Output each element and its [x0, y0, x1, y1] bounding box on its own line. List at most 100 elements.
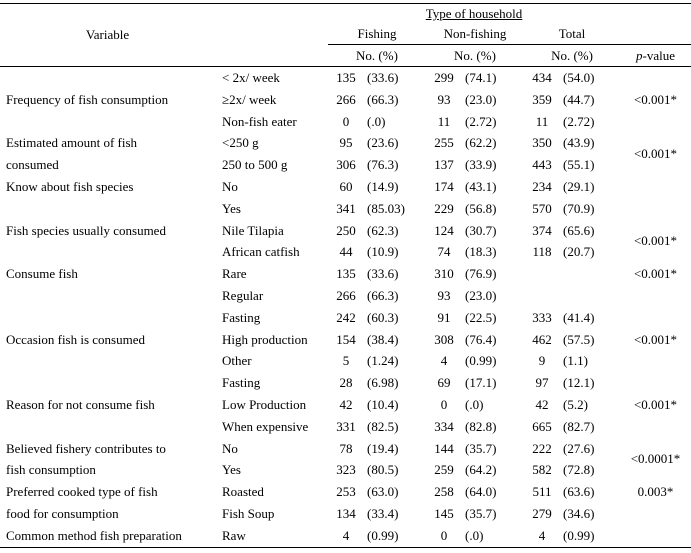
count-cell: 60 — [339, 178, 353, 194]
count-cell: 359 — [532, 91, 552, 107]
percent-cell: (43.1) — [465, 178, 497, 194]
percent-cell: (33.6) — [367, 266, 399, 282]
count-cell: 4 — [342, 527, 350, 543]
count-cell — [524, 263, 560, 285]
category-cell: Regular — [222, 287, 264, 303]
table-row: Believed fishery contributes to fish con… — [0, 438, 691, 478]
table-row: Fish species usually consumed Nile Tilapi… — [0, 220, 691, 249]
percent-cell: (38.4) — [367, 331, 399, 347]
p-value-cell: <0.0001* — [630, 451, 681, 467]
table-row: Know about fish species No 60 (14.9) 174 (43.… — [0, 176, 691, 198]
count-cell: 9 — [538, 353, 546, 369]
non-fishing-group-header: Non-fishing — [426, 23, 524, 45]
table-row: ≥2x/ week 266 (66.3) 93 (23.0) 359 (44.7) — [0, 89, 691, 111]
category-cell: No — [222, 440, 238, 456]
count-cell: 44 — [339, 244, 353, 260]
percent-cell: (76.9) — [465, 266, 497, 282]
table-body: Frequency of fish consumption < 2x/ week 1… — [0, 67, 691, 548]
percent-cell: (2.72) — [465, 113, 497, 129]
table-row: 250 to 500 g 306 (76.3) 137 (33.9) 443 (55.1) — [0, 154, 691, 176]
category-cell: < 2x/ week — [222, 70, 280, 85]
category-cell: Low Production — [222, 396, 307, 412]
count-cell: 134 — [336, 505, 356, 521]
count-cell: 222 — [532, 440, 552, 456]
category-cell: Other — [222, 353, 252, 369]
fishing-no-pct-header: No. (%) — [328, 44, 426, 67]
percent-cell: (30.7) — [465, 222, 497, 238]
variable-label: Reason for not consume fish — [6, 396, 155, 412]
header-row-groups: Fishing Non-fishing Total — [0, 23, 691, 45]
count-cell: 95 — [339, 135, 353, 151]
count-cell: 229 — [434, 200, 454, 216]
count-cell: 118 — [532, 244, 552, 260]
percent-cell: (29.1) — [563, 178, 595, 194]
percent-cell: (23.0) — [465, 287, 497, 303]
percent-cell: (5.2) — [563, 396, 588, 412]
non-fishing-no-pct-header: No. (%) — [426, 44, 524, 67]
table-row: Low Production 42 (10.4) 0 (.0) 42 (5.2) — [0, 394, 691, 416]
count-cell: 434 — [532, 70, 552, 85]
p-value-header-rest: -value — [642, 47, 675, 63]
percent-cell: (18.3) — [465, 244, 497, 260]
count-cell: 308 — [434, 331, 454, 347]
p-value-cell: 0.003* — [637, 484, 674, 500]
count-cell: 258 — [434, 484, 454, 500]
count-cell: 242 — [336, 309, 356, 325]
count-cell: 0 — [440, 396, 448, 412]
header-row-subcolumns: No. (%) No. (%) No. (%) p-value — [0, 44, 691, 67]
percent-cell: (17.1) — [465, 375, 497, 391]
table-row: Fish Soup 134 (33.4) 145 (35.7) 279 (34.6) — [0, 503, 691, 525]
percent-cell: (64.0) — [465, 484, 497, 500]
variable-label: Common method fish preparation — [6, 527, 182, 543]
percent-cell: (76.3) — [367, 157, 399, 173]
count-cell: 250 — [336, 222, 356, 238]
percent-cell: (.0) — [465, 527, 484, 543]
percent-cell: (33.9) — [465, 157, 497, 173]
table-row: Non-fish eater 0 (.0) 11 (2.72) 11 (2.72) — [0, 111, 691, 133]
count-cell: 42 — [339, 396, 353, 412]
count-cell — [524, 285, 560, 307]
percent-cell: (74.1) — [465, 70, 497, 85]
table-row: Yes 341 (85.03) 229 (56.8) 570 (70.9) — [0, 198, 691, 220]
count-cell: 0 — [342, 113, 350, 129]
percent-cell: (.0) — [367, 113, 386, 129]
percent-cell: (0.99) — [465, 353, 497, 369]
count-cell: 253 — [336, 484, 356, 500]
percent-cell: (10.9) — [367, 244, 399, 260]
count-cell: 93 — [437, 91, 451, 107]
total-group-header: Total — [524, 23, 621, 45]
count-cell: 145 — [434, 505, 454, 521]
p-value-cell — [620, 176, 691, 220]
percent-cell: (72.8) — [563, 462, 595, 478]
household-fish-consumption-table: Variable Type of household Fishing Non-f… — [0, 3, 691, 548]
table-row: When expensive 331 (82.5) 334 (82.8) 665 (82.7… — [0, 416, 691, 438]
percent-cell: (55.1) — [563, 157, 595, 173]
percent-cell: (2.72) — [563, 113, 595, 129]
header-spacer — [620, 23, 691, 45]
p-value-header: p-value — [620, 44, 691, 67]
count-cell: 341 — [336, 200, 356, 216]
table-row: Frequency of fish consumption < 2x/ week 1… — [0, 67, 691, 107]
table-row: Preferred cooked type of fish food for c… — [0, 481, 691, 521]
variable-label: Frequency of fish consumption — [6, 91, 169, 107]
count-cell: 4 — [538, 527, 546, 543]
category-cell: Nile Tilapia — [222, 222, 284, 238]
percent-cell: (35.7) — [465, 505, 497, 521]
count-cell: 4 — [440, 353, 448, 369]
percent-cell: (.0) — [465, 396, 484, 412]
percent-cell: (76.4) — [465, 331, 497, 347]
table-row: Yes 323 (80.5) 259 (64.2) 582 (72.8) — [0, 459, 691, 481]
p-value-cell: <0.001* — [633, 396, 678, 412]
count-cell: 511 — [532, 484, 552, 500]
table-header: Variable Type of household Fishing Non-f… — [0, 3, 691, 67]
percent-cell: (43.9) — [563, 135, 595, 151]
variable-label: Fish species usually consumed — [6, 222, 166, 238]
table-row: Common method fish preparation Raw 4 (0.99)… — [0, 525, 691, 547]
percent-cell: (14.9) — [367, 178, 399, 194]
count-cell: 5 — [342, 353, 350, 369]
percent-cell: (23.0) — [465, 91, 497, 107]
count-cell: 135 — [336, 266, 356, 282]
category-cell: No — [222, 178, 238, 194]
percent-cell: (82.5) — [367, 418, 399, 434]
percent-cell: (33.4) — [367, 505, 399, 521]
